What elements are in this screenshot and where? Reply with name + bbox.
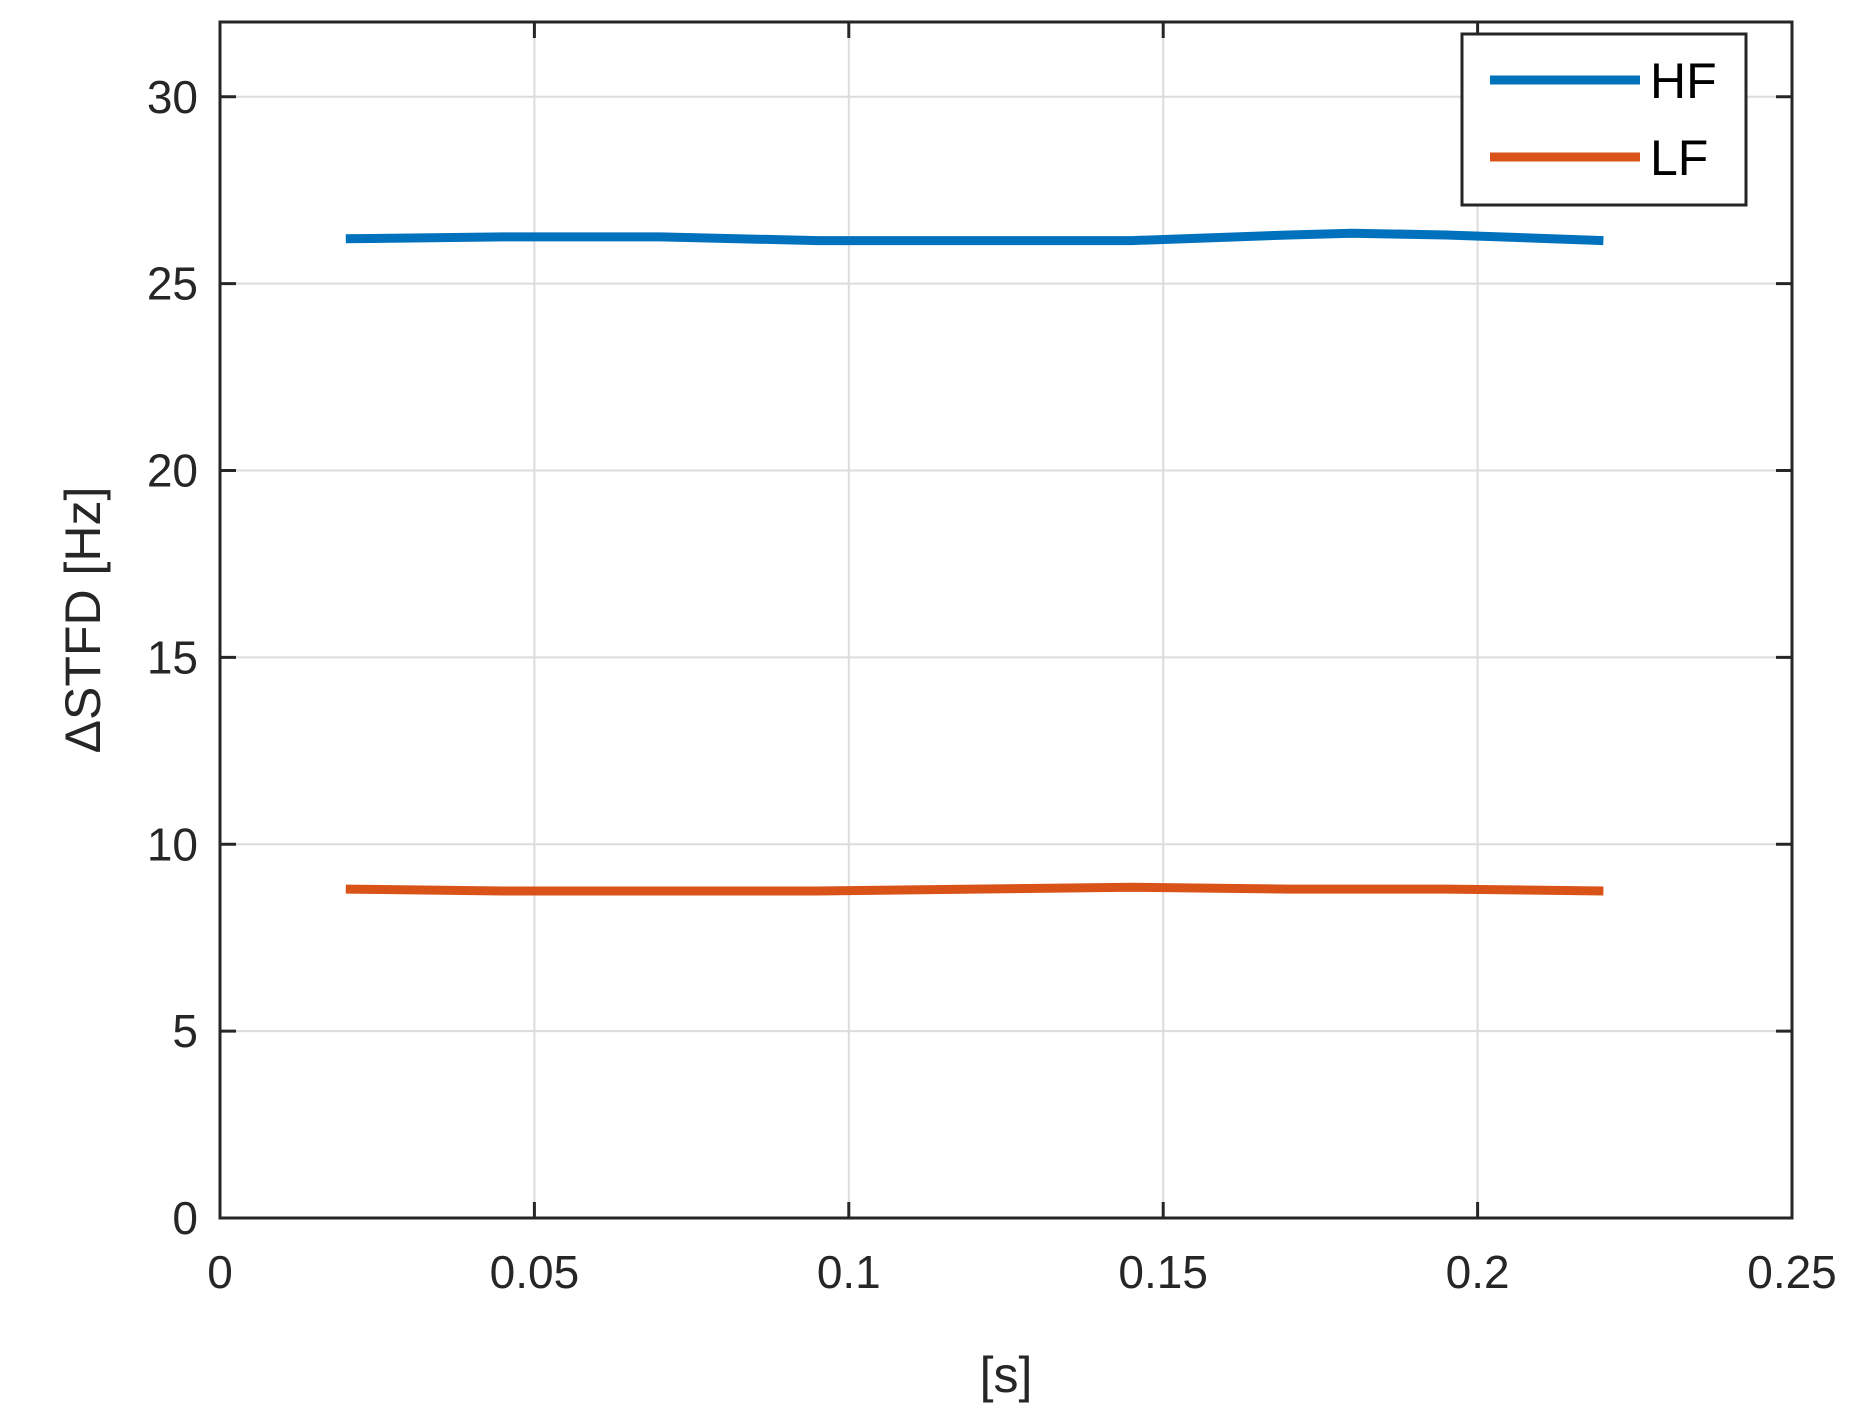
y-tick-label: 20: [147, 445, 198, 497]
x-tick-label: 0: [207, 1246, 233, 1298]
axis-ticks: [218, 22, 1794, 1220]
legend-box: [1460, 32, 1748, 207]
x-tick-label: 0.05: [490, 1246, 580, 1298]
x-tick-label: 0.1: [817, 1246, 881, 1298]
y-tick-label: 30: [147, 71, 198, 123]
x-tick-label: 0.2: [1446, 1246, 1510, 1298]
y-tick-label: 5: [172, 1005, 198, 1057]
plot-frame: [218, 20, 1794, 1220]
x-tick-labels: 0 0.05 0.1 0.15 0.2 0.25: [207, 1246, 1837, 1298]
legend: HF LF: [1460, 32, 1748, 207]
y-axis-label: ΔSTFD [Hz]: [55, 487, 111, 754]
legend-label-hf: HF: [1650, 53, 1717, 109]
series-lines: [345, 228, 1604, 896]
plot-background: [220, 22, 1792, 1218]
series-line-hf: [345, 228, 1604, 246]
series-line-lf: [345, 882, 1604, 896]
y-tick-label: 25: [147, 258, 198, 310]
legend-label-lf: LF: [1650, 130, 1708, 186]
y-tick-label: 15: [147, 631, 198, 683]
x-axis-label: [s]: [980, 1347, 1033, 1403]
x-tick-label: 0.15: [1118, 1246, 1208, 1298]
y-tick-label: 10: [147, 818, 198, 870]
y-tick-labels: 0 5 10 15 20 25 30: [147, 71, 198, 1244]
y-tick-label: 0: [172, 1192, 198, 1244]
x-tick-label: 0.25: [1747, 1246, 1837, 1298]
